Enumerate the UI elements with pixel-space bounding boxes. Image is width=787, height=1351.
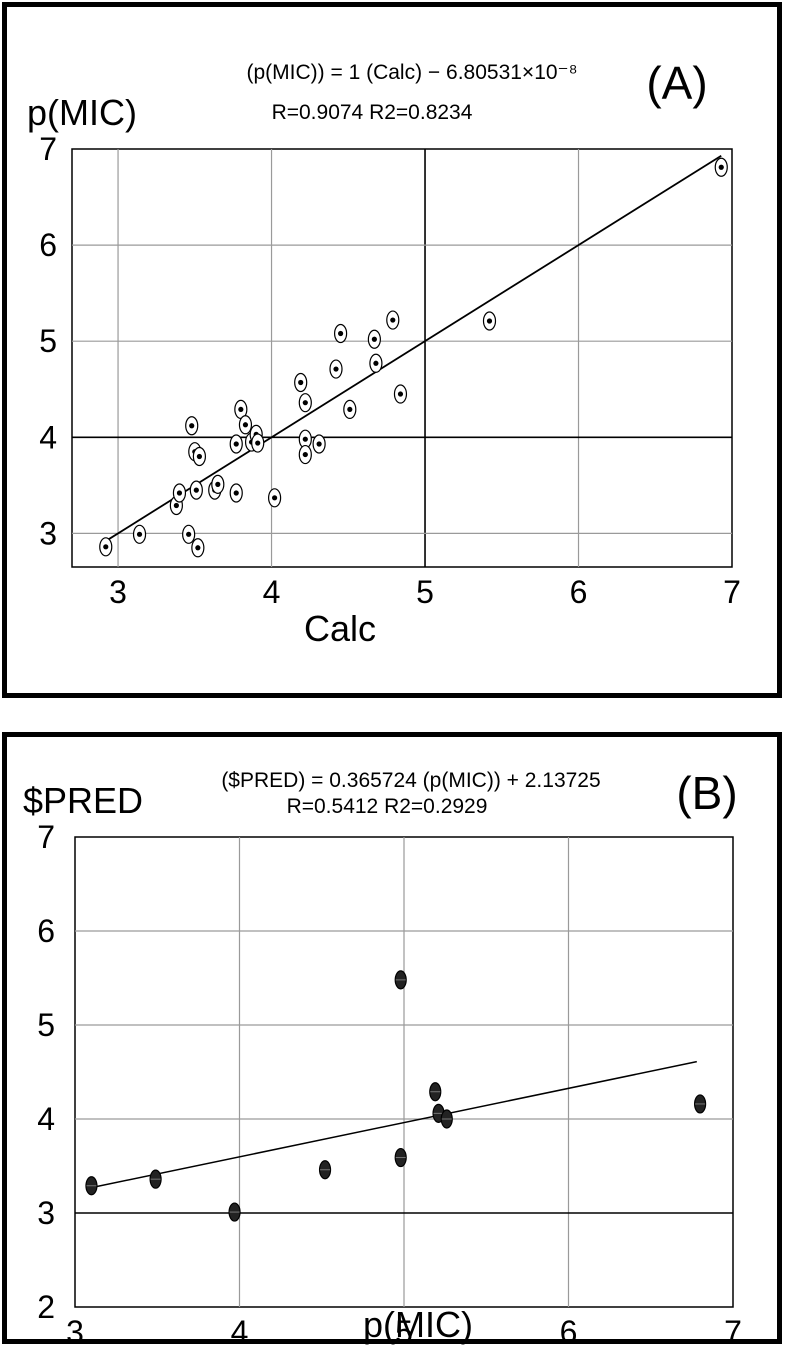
stats-b: R=0.5412 R2=0.2929 xyxy=(287,795,488,818)
y-tick-label-b: 2 xyxy=(37,1289,55,1325)
data-point-a xyxy=(312,434,326,454)
data-point-a xyxy=(185,416,199,436)
y-tick-label-a: 6 xyxy=(39,227,57,263)
data-point-a xyxy=(132,524,147,544)
regression-line-b xyxy=(91,1060,697,1189)
data-point-a xyxy=(251,433,265,453)
x-axis-label-b: p(MIC) xyxy=(363,1304,473,1345)
y-tick-label-b: 6 xyxy=(37,913,55,949)
data-point-a xyxy=(482,311,497,331)
data-point-a xyxy=(229,434,243,454)
grid-a xyxy=(72,149,732,567)
data-point-b xyxy=(318,1160,332,1180)
regression-line-a xyxy=(105,154,722,542)
data-point-a xyxy=(329,359,343,379)
data-point-a xyxy=(386,310,400,330)
data-point-a xyxy=(182,524,196,544)
grid-b xyxy=(75,837,733,1307)
y-tick-label-b: 4 xyxy=(37,1101,55,1137)
data-point-b xyxy=(394,1147,407,1168)
panel-label-a: (A) xyxy=(646,57,707,109)
data-point-b xyxy=(85,1176,98,1196)
chart-a-svg: 3 4 5 6 7 3 4 5 6 7 (p(MIC)) = 1 (Calc) − 6.80531… xyxy=(27,57,741,649)
data-point-a xyxy=(268,488,282,508)
x-tick-label-a: 4 xyxy=(263,574,281,610)
data-point-a xyxy=(334,323,348,344)
data-point-a xyxy=(298,444,312,465)
data-point-a xyxy=(298,429,312,449)
y-tick-label-a: 5 xyxy=(39,323,57,359)
tick-labels-a: 3 4 5 6 7 3 4 5 6 7 xyxy=(39,131,741,610)
data-point-a xyxy=(298,393,312,413)
equation-a: (p(MIC)) = 1 (Calc) − 6.80531×10⁻⁸ xyxy=(247,61,578,84)
x-tick-label-b: 7 xyxy=(724,1314,742,1349)
x-tick-label-b: 5 xyxy=(395,1314,413,1349)
data-point-a xyxy=(238,415,253,435)
data-point-a xyxy=(192,446,206,467)
data-point-a xyxy=(714,157,728,177)
equation-b: ($PRED) = 0.365724 (p(MIC)) + 2.13725 xyxy=(221,769,600,792)
y-axis-label-a: p(MIC) xyxy=(27,92,137,133)
data-point-a xyxy=(369,353,383,373)
x-tick-label-b: 6 xyxy=(560,1314,578,1349)
data-point-a xyxy=(367,329,381,349)
data-point-a xyxy=(99,537,113,557)
data-point-b xyxy=(429,1082,442,1102)
data-point-a xyxy=(393,384,408,404)
x-axis-label-a: Calc xyxy=(304,608,376,649)
data-point-b xyxy=(149,1169,162,1189)
x-tick-label-a: 5 xyxy=(416,574,434,610)
data-point-a xyxy=(211,474,225,494)
panel-a: 3 4 5 6 7 3 4 5 6 7 (p(MIC)) = 1 (Calc) − 6.80531… xyxy=(2,2,782,698)
x-tick-label-b: 3 xyxy=(66,1314,84,1349)
data-point-a xyxy=(191,538,205,558)
data-point-a xyxy=(294,372,308,393)
data-point-b xyxy=(440,1109,453,1129)
x-tick-label-a: 7 xyxy=(723,574,741,610)
data-point-a xyxy=(343,399,357,420)
points-a xyxy=(99,157,728,558)
x-tick-label-a: 6 xyxy=(570,574,588,610)
data-point-a xyxy=(172,483,187,503)
data-point-b xyxy=(394,970,407,990)
y-tick-label-b: 5 xyxy=(37,1007,55,1043)
y-tick-label-a: 3 xyxy=(39,515,57,551)
points-b xyxy=(85,970,707,1222)
data-point-b xyxy=(693,1094,707,1114)
y-tick-label-b: 3 xyxy=(37,1195,55,1231)
data-point-a xyxy=(229,483,243,503)
x-tick-label-a: 3 xyxy=(109,574,127,610)
data-point-b xyxy=(228,1202,241,1222)
y-axis-label-b: $PRED xyxy=(23,780,143,821)
x-tick-label-b: 4 xyxy=(231,1314,249,1349)
data-point-a xyxy=(189,480,203,500)
panel-label-b: (B) xyxy=(676,767,737,819)
y-tick-label-a: 4 xyxy=(39,419,57,455)
stats-a: R=0.9074 R2=0.8234 xyxy=(272,101,473,124)
y-tick-label-b: 7 xyxy=(37,819,55,855)
y-tick-label-a: 7 xyxy=(39,131,57,167)
